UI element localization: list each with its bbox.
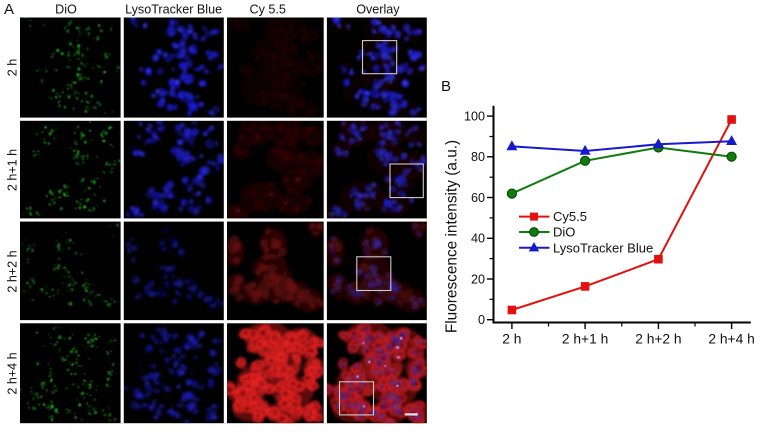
svg-text:40: 40 <box>471 232 485 246</box>
svg-text:2 h+4 h: 2 h+4 h <box>5 352 19 394</box>
svg-text:B: B <box>441 78 451 95</box>
svg-text:2 h+4 h: 2 h+4 h <box>708 332 754 347</box>
svg-text:2 h+2 h: 2 h+2 h <box>635 332 681 347</box>
svg-text:A: A <box>4 1 14 18</box>
svg-text:2 h+2 h: 2 h+2 h <box>5 250 19 292</box>
svg-text:LysoTracker Blue: LysoTracker Blue <box>125 3 222 17</box>
svg-text:60: 60 <box>471 191 485 205</box>
svg-text:2 h: 2 h <box>502 332 521 347</box>
svg-text:2 h+1 h: 2 h+1 h <box>5 149 19 191</box>
svg-text:LysoTracker Blue: LysoTracker Blue <box>553 240 653 255</box>
svg-text:DiO: DiO <box>553 225 575 240</box>
svg-text:Overlay: Overlay <box>356 3 400 17</box>
svg-text:2 h+1 h: 2 h+1 h <box>562 332 608 347</box>
svg-text:Cy5.5: Cy5.5 <box>553 209 587 224</box>
svg-text:80: 80 <box>471 150 485 164</box>
svg-text:Cy 5.5: Cy 5.5 <box>249 3 285 17</box>
svg-text:2 h: 2 h <box>5 59 19 77</box>
svg-text:DiO: DiO <box>55 3 77 17</box>
svg-text:20: 20 <box>471 272 485 286</box>
svg-text:Fluorescence intensity (a.u.): Fluorescence intensity (a.u.) <box>444 140 461 333</box>
svg-text:100: 100 <box>464 110 485 124</box>
svg-text:0: 0 <box>478 313 485 327</box>
